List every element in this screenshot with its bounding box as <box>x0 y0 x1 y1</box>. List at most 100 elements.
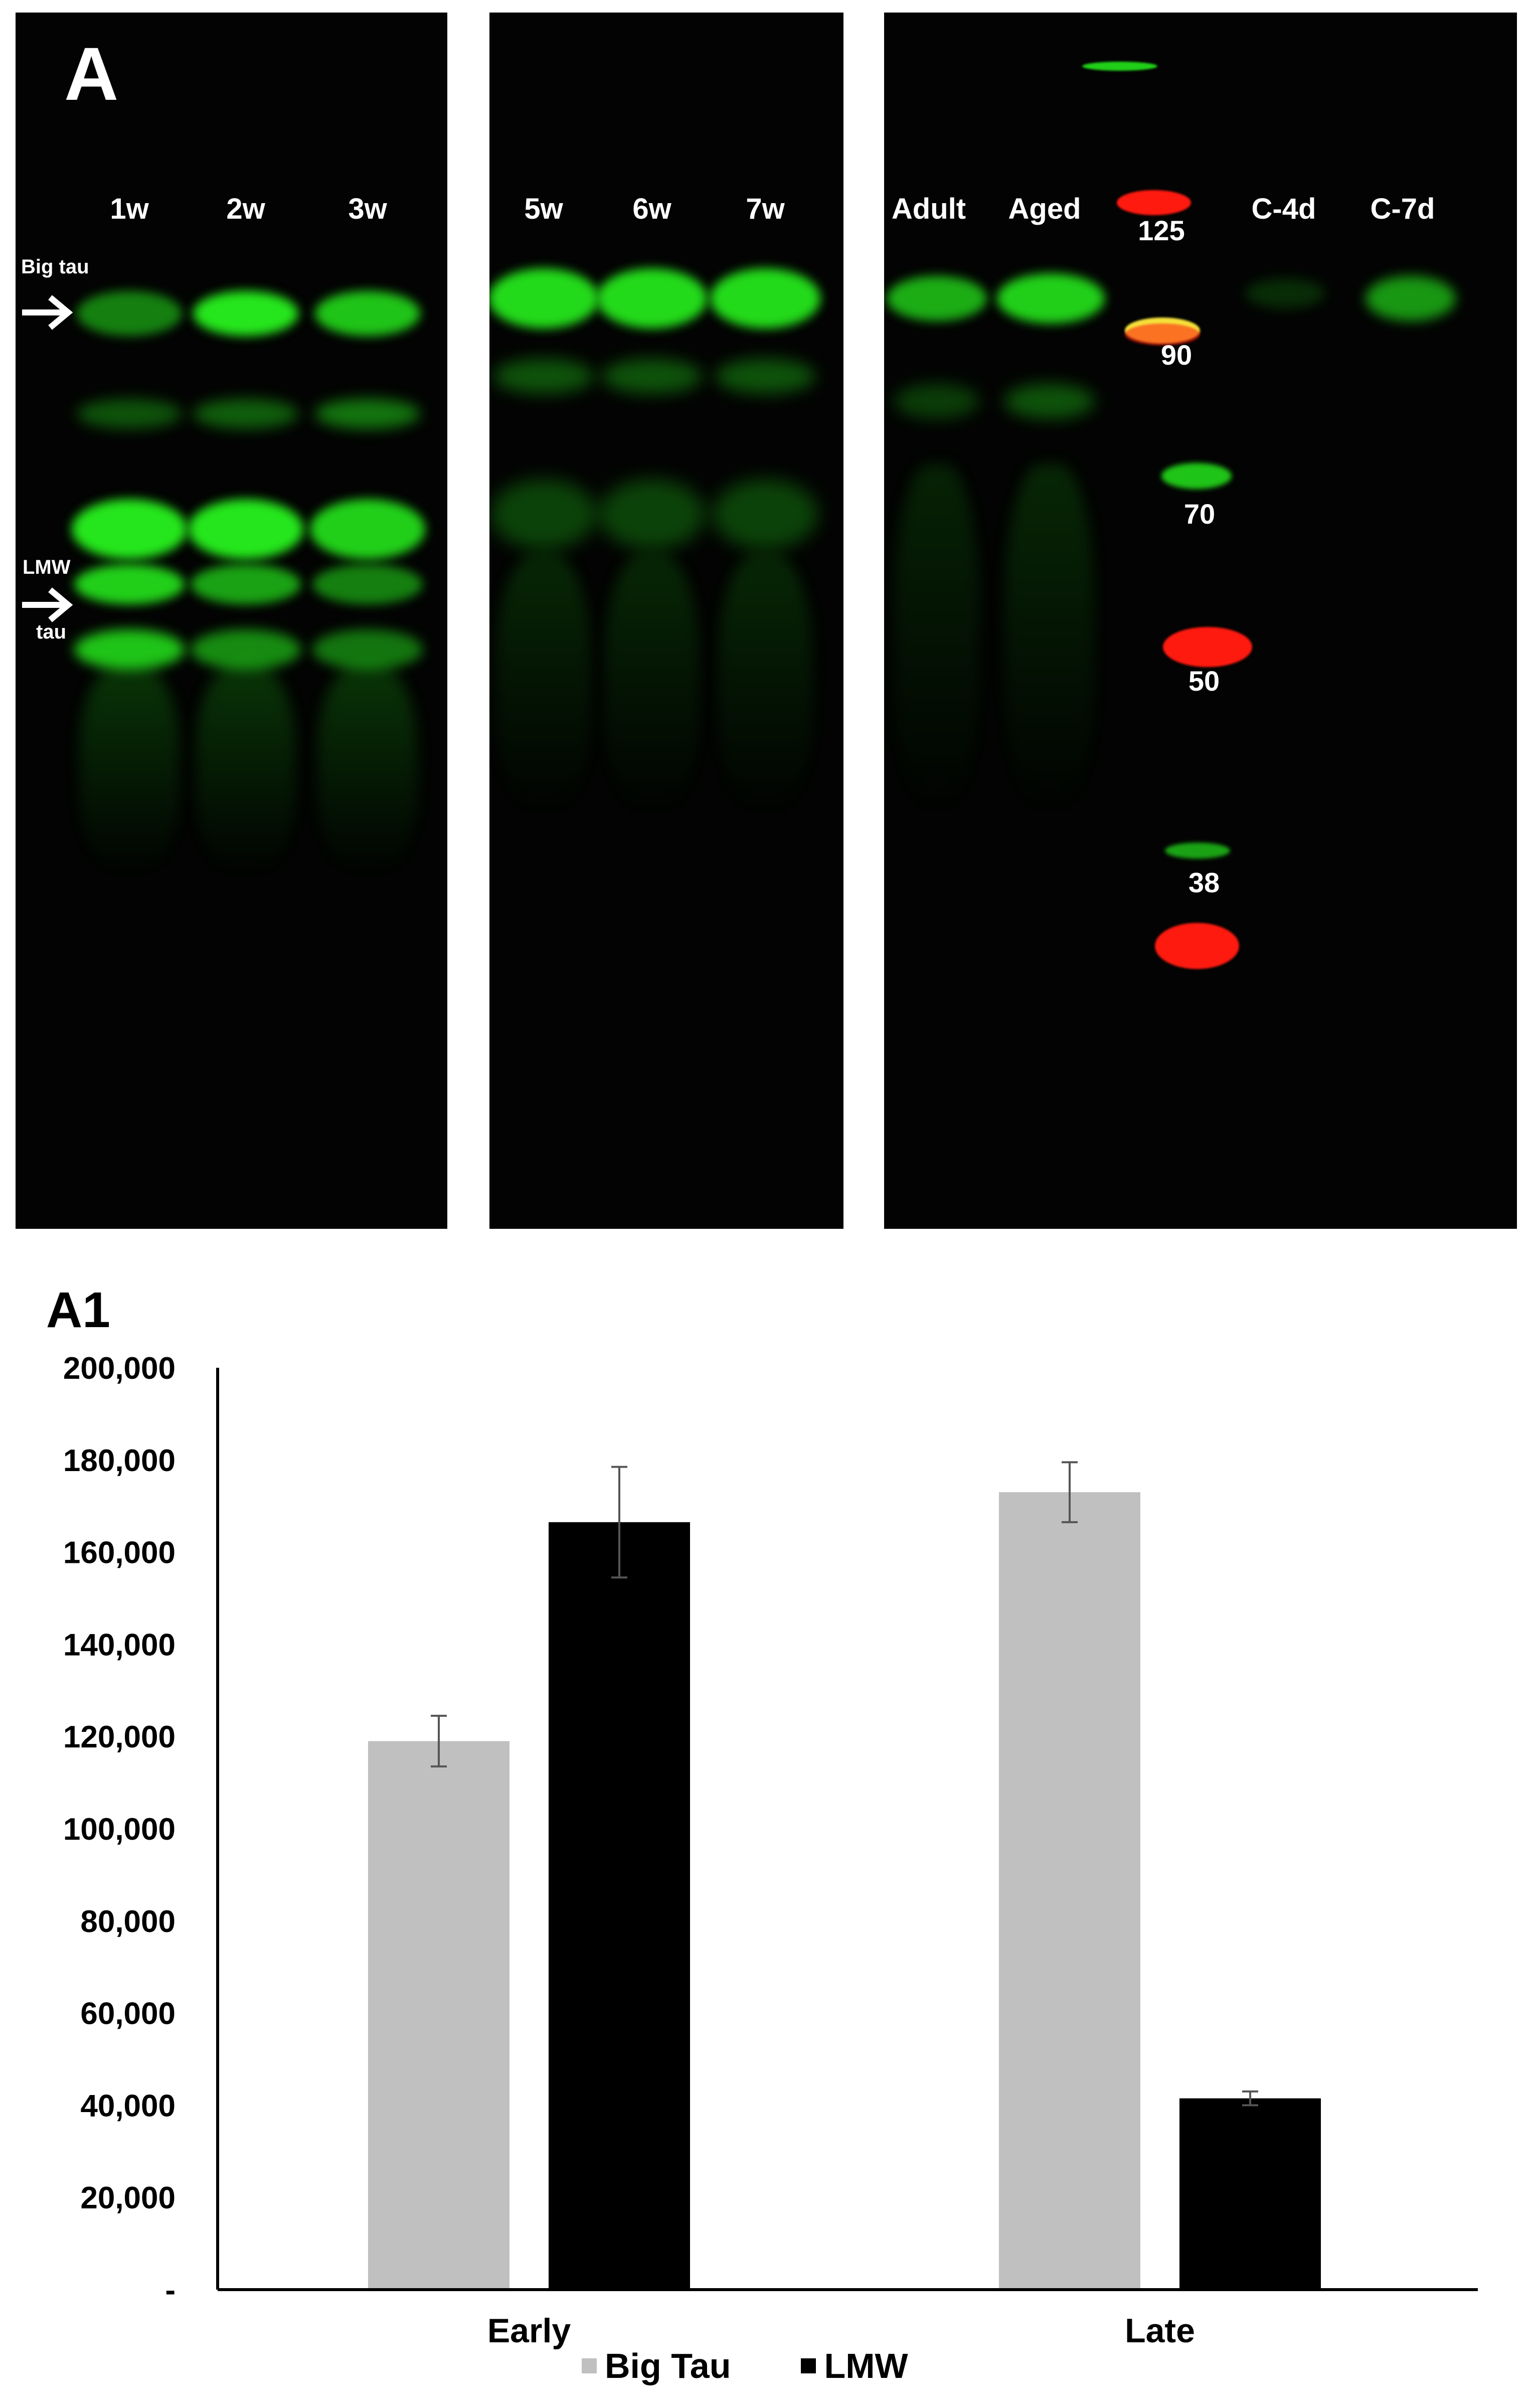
lmw-tau-arrow-icon <box>22 587 73 622</box>
lane-label-5w: 5w <box>524 193 563 225</box>
lane-smear-adult <box>894 464 979 815</box>
error-bar <box>431 1714 447 1768</box>
legend-swatch-big-tau <box>582 2358 597 2373</box>
legend-swatch-lmw <box>801 2358 816 2373</box>
chart-legend: Big Tau LMW <box>582 2348 908 2383</box>
bar-big-tau-late <box>999 1492 1140 2290</box>
x-axis-categories: Early Late <box>487 2312 1195 2350</box>
band-adult-mid <box>894 384 979 419</box>
band-lmw <box>599 479 705 549</box>
band-big-tau <box>77 291 182 336</box>
band-lmw-3 <box>312 629 423 670</box>
band-c4d <box>1245 278 1325 308</box>
y-tick-label: 60,000 <box>80 1997 176 2031</box>
tau-label: tau <box>36 621 66 643</box>
band-mid <box>193 399 298 429</box>
ladder-125 <box>1117 190 1191 215</box>
lane-smear <box>604 554 700 815</box>
big-tau-label: Big tau <box>21 256 89 278</box>
band-mid <box>602 359 702 394</box>
lane-label-7w: 7w <box>746 193 785 225</box>
blot-panel-3 <box>884 13 1517 1229</box>
band-mid <box>715 359 815 394</box>
legend-item-lmw: LMW <box>801 2348 908 2383</box>
band-big-tau <box>597 268 707 329</box>
lane-label-aged: Aged <box>1008 193 1081 225</box>
legend-label-lmw: LMW <box>824 2346 908 2385</box>
band-big-tau <box>315 291 420 336</box>
band-big-tau <box>710 268 820 329</box>
ladder-90-edge <box>1125 324 1200 346</box>
error-bar <box>611 1466 627 1579</box>
ladder-50 <box>1163 627 1252 667</box>
lane-label-1w: 1w <box>110 193 149 225</box>
lane-label-3w: 3w <box>348 193 387 225</box>
y-tick-label: 140,000 <box>63 1628 176 1662</box>
band-adult-big-tau <box>887 276 987 321</box>
lane-label-c7d: C-7d <box>1370 193 1435 225</box>
bar-big-tau-early <box>368 1741 509 2290</box>
band-lmw-3 <box>74 629 185 670</box>
bar-lmw-early <box>549 1522 690 2290</box>
marker-label-125: 125 <box>1138 215 1185 246</box>
y-tick-label: 100,000 <box>63 1812 176 1847</box>
band-lmw-1 <box>310 499 425 559</box>
legend-item-big-tau: Big Tau <box>582 2348 731 2383</box>
band-c7d <box>1366 276 1456 321</box>
ladder-35 <box>1155 923 1239 969</box>
y-tick-label: 20,000 <box>80 2181 176 2215</box>
error-bar <box>1242 2090 1258 2107</box>
marker-label-50: 50 <box>1188 665 1220 697</box>
y-tick-label: 80,000 <box>80 1904 176 1939</box>
band-big-tau <box>193 291 298 336</box>
band-lmw-2 <box>312 564 423 604</box>
ladder-70 <box>1161 463 1232 489</box>
marker-label-38: 38 <box>1188 867 1220 898</box>
blot-panel-2 <box>489 13 843 1229</box>
lane-label-6w: 6w <box>632 193 671 225</box>
band-aged-mid <box>1004 384 1095 419</box>
error-bar <box>1062 1461 1078 1523</box>
band-lmw-1 <box>72 499 187 559</box>
band-mid <box>77 399 182 429</box>
band-mid <box>315 399 420 429</box>
y-tick-label: 160,000 <box>63 1536 176 1570</box>
marker-label-90: 90 <box>1160 339 1193 371</box>
blot-panel-1 <box>16 13 447 1229</box>
lane-smear <box>317 665 418 875</box>
band-lmw-1 <box>188 499 303 559</box>
band-lmw-2 <box>191 564 301 604</box>
y-axis-ticks: - 20,000 40,000 60,000 80,000 100,000 120,000 1… <box>63 1351 176 2308</box>
lane-label-2w: 2w <box>226 193 265 225</box>
ladder-40 <box>1165 843 1230 859</box>
y-tick-label: 120,000 <box>63 1720 176 1754</box>
y-tick-label: 180,000 <box>63 1443 176 1478</box>
lane-smear <box>496 554 591 815</box>
band-mid <box>493 359 594 394</box>
lane-label-adult: Adult <box>891 193 966 225</box>
x-category-label: Late <box>1125 2312 1195 2350</box>
band-lmw <box>491 479 596 549</box>
lmw-label: LMW <box>23 556 71 578</box>
bar-group <box>368 1461 1321 2290</box>
band-lmw <box>713 479 818 549</box>
panel-a-letter: A <box>64 32 119 116</box>
lane-label-c4d: C-4d <box>1251 193 1316 225</box>
lane-smear <box>196 665 296 875</box>
band-lmw-2 <box>74 564 185 604</box>
legend-label-big-tau: Big Tau <box>605 2346 731 2385</box>
lane-smear <box>718 554 813 815</box>
band-big-tau <box>489 268 599 329</box>
panel-a1-letter: A1 <box>46 1282 110 1338</box>
bar-lmw-late <box>1179 2098 1321 2290</box>
y-tick-label: - <box>165 2273 176 2308</box>
y-tick-label: 40,000 <box>80 2089 176 2123</box>
marker-label-70: 70 <box>1183 498 1216 530</box>
big-tau-arrow-icon <box>22 295 73 330</box>
band-aged-big-tau <box>997 273 1105 324</box>
lane-smear-aged <box>1004 464 1095 815</box>
lane-smear <box>79 665 180 875</box>
band-lmw-3 <box>191 629 301 670</box>
ladder-top-green <box>1082 62 1157 71</box>
